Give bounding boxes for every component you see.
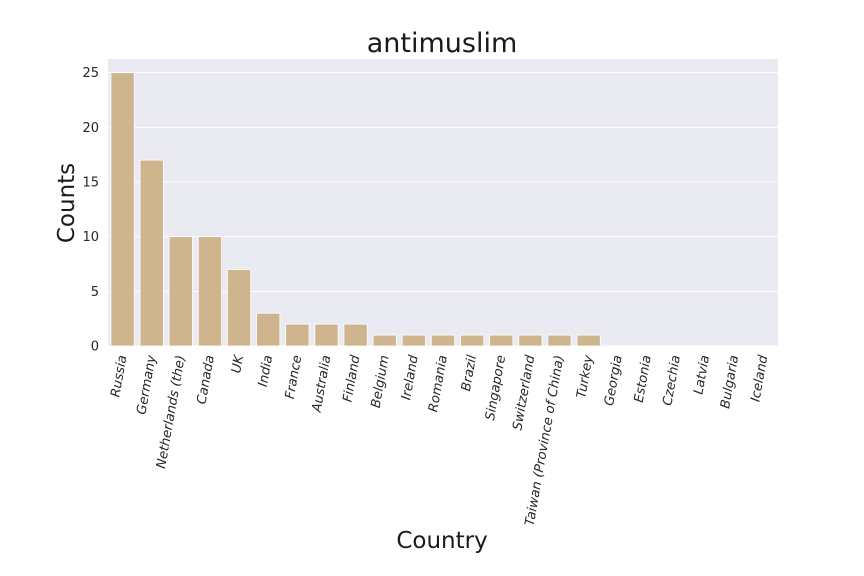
y-tick-labels: 0 5 10 15 20 25 xyxy=(82,66,99,354)
bar-australia xyxy=(314,323,339,347)
bar-finland xyxy=(343,323,368,347)
x-tick-label: Ireland xyxy=(399,353,422,401)
x-tick-label: France xyxy=(283,354,305,400)
x-tick-label: Singapore xyxy=(483,354,509,421)
x-tick-label: India xyxy=(256,354,276,388)
bar-taiwan-province-of-china xyxy=(547,334,572,347)
y-tick-label: 10 xyxy=(82,230,99,245)
bar-russia xyxy=(110,72,135,347)
bar-singapore xyxy=(489,334,514,347)
bar-switzerland xyxy=(518,334,543,347)
bar-germany xyxy=(139,159,164,347)
x-tick-label: Bulgaria xyxy=(718,354,742,410)
bars xyxy=(110,72,601,347)
y-tick-label: 20 xyxy=(82,121,99,136)
y-tick-label: 5 xyxy=(91,285,99,300)
x-tick-label: Turkey xyxy=(574,354,596,400)
bar-uk xyxy=(227,269,252,347)
x-tick-label: Germany xyxy=(134,354,159,416)
bar-turkey xyxy=(576,334,601,347)
y-tick-label: 15 xyxy=(82,176,99,191)
x-tick-label: Romania xyxy=(426,354,451,413)
x-tick-label: Belgium xyxy=(369,354,393,409)
bar-ireland xyxy=(401,334,426,347)
x-tick-label: Estonia xyxy=(632,354,655,404)
y-tick-label: 25 xyxy=(82,66,99,81)
bar-netherlands-the xyxy=(168,236,193,347)
x-tick-label: Netherlands (the) xyxy=(154,354,189,470)
x-tick-label: Switzerland xyxy=(510,353,538,431)
bar-france xyxy=(285,323,310,347)
x-tick-label: Brazil xyxy=(459,354,480,393)
x-tick-label: Latvia xyxy=(691,354,713,396)
x-tick-label: UK xyxy=(229,353,247,375)
x-tick-label: Iceland xyxy=(748,353,771,403)
x-axis-label: Country xyxy=(396,528,487,554)
y-axis-label: Counts xyxy=(54,163,80,243)
bar-canada xyxy=(197,236,223,347)
chart-title: antimuslim xyxy=(367,28,518,59)
bar-romania xyxy=(430,334,456,347)
x-tick-label: Czechia xyxy=(660,354,684,407)
y-tick-label: 0 xyxy=(91,340,99,355)
x-tick-label: Russia xyxy=(108,354,130,398)
x-tick-label: Finland xyxy=(341,353,364,403)
bar-brazil xyxy=(460,334,485,347)
x-tick-label: Georgia xyxy=(602,354,626,407)
x-tick-label: Australia xyxy=(309,354,334,414)
bar-india xyxy=(256,312,281,347)
bar-belgium xyxy=(372,334,397,347)
x-tick-label: Canada xyxy=(195,354,218,405)
